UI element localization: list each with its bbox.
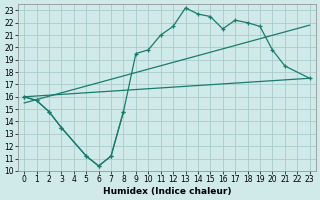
X-axis label: Humidex (Indice chaleur): Humidex (Indice chaleur) [103, 187, 231, 196]
